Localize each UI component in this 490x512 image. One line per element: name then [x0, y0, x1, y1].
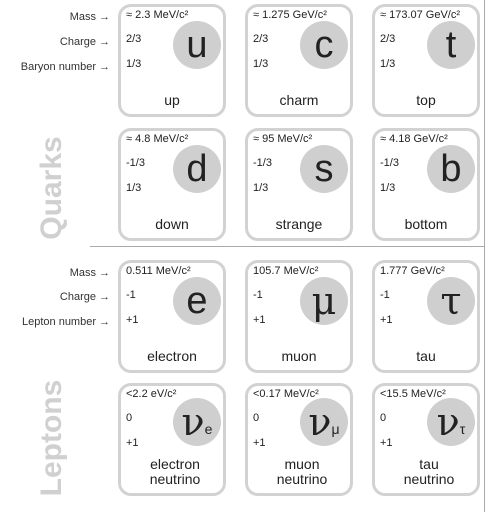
particle-name: bottom [404, 216, 448, 232]
mass-value: ≈ 4.8 MeV/c² [126, 133, 189, 145]
baryon-number-value: 1/3 [126, 182, 142, 194]
mass-value: <15.5 MeV/c² [380, 388, 446, 400]
particle-name: strange [275, 216, 323, 232]
quark-baryon-number-label: Baryon number → [20, 61, 110, 73]
charge-value: -1/3 [253, 157, 272, 169]
arrow-icon: → [99, 11, 110, 23]
baryon-number-value: 1/3 [380, 182, 396, 194]
arrow-icon: → [99, 267, 110, 279]
quark-card-charm: ≈ 1.275 GeV/c² 2/3 1/3 c charm [245, 4, 353, 117]
lepton-number-value: +1 [380, 437, 393, 449]
particle-name: electron [147, 348, 197, 364]
arrow-icon: → [99, 291, 110, 303]
lepton-number-value: +1 [126, 437, 139, 449]
mass-value: 105.7 MeV/c² [253, 265, 319, 277]
charge-value: 2/3 [126, 33, 142, 45]
particle-symbol: b [427, 145, 475, 193]
baryon-number-value: 1/3 [253, 182, 269, 194]
quark-card-strange: ≈ 95 MeV/c² -1/3 1/3 s strange [245, 128, 353, 241]
charge-value: 2/3 [380, 33, 396, 45]
particle-name: up [164, 92, 180, 108]
charge-value: 0 [380, 412, 387, 424]
particle-name: tau [416, 348, 436, 364]
lepton-card-tau: 1.777 GeV/c² -1 +1 τ tau [372, 260, 480, 373]
quarks-group-label: Quarks [35, 136, 68, 240]
lepton-charge-label: Charge → [59, 291, 110, 303]
mass-value: ≈ 173.07 GeV/c² [380, 9, 461, 21]
quark-mass-label: Mass → [69, 11, 110, 23]
arrow-icon: → [99, 61, 110, 73]
lepton-mass-label: Mass → [69, 267, 110, 279]
mass-value: <2.2 eV/c² [126, 388, 177, 400]
leptons-group-label: Leptons [35, 379, 68, 497]
lepton-number-value: +1 [126, 314, 139, 326]
charge-value: 0 [126, 412, 133, 424]
right-border-line [484, 0, 485, 512]
baryon-number-value: 1/3 [253, 58, 269, 70]
lepton-card-electron: 0.511 MeV/c² -1 +1 e electron [118, 260, 226, 373]
baryon-number-value: 1/3 [126, 58, 142, 70]
mass-value: ≈ 95 MeV/c² [253, 133, 313, 145]
quark-card-top: ≈ 173.07 GeV/c² 2/3 1/3 t top [372, 4, 480, 117]
charge-value: -1 [380, 289, 390, 301]
mass-value: 0.511 MeV/c² [126, 265, 191, 277]
particle-name: muon [281, 348, 317, 364]
quark-card-up: ≈ 2.3 MeV/c² 2/3 1/3 u up [118, 4, 226, 117]
charge-value: -1/3 [126, 157, 145, 169]
mass-value: 1.777 GeV/c² [380, 265, 445, 277]
mass-value: ≈ 1.275 GeV/c² [253, 9, 327, 21]
lepton-card-muon: 105.7 MeV/c² -1 +1 μ muon [245, 260, 353, 373]
lepton-number-value: +1 [253, 314, 266, 326]
particle-symbol: s [300, 145, 348, 193]
particle-name: down [155, 216, 189, 232]
quark-card-bottom: ≈ 4.18 GeV/c² -1/3 1/3 b bottom [372, 128, 480, 241]
baryon-number-value: 1/3 [380, 58, 396, 70]
particle-name: top [416, 92, 436, 108]
quark-charge-label: Charge → [59, 36, 110, 48]
particle-symbol: τ [427, 277, 475, 325]
particle-name: tau neutrino [403, 456, 455, 487]
lepton-number-value: +1 [253, 437, 266, 449]
charge-value: 0 [253, 412, 260, 424]
particle-name: electron neutrino [149, 456, 201, 487]
lepton-number-label: Lepton number → [22, 316, 110, 328]
particle-symbol: μ [300, 277, 348, 325]
particle-symbol: d [173, 145, 221, 193]
arrow-icon: → [99, 316, 110, 328]
charge-value: -1/3 [380, 157, 399, 169]
particle-name: charm [279, 92, 319, 108]
particle-name: muon neutrino [276, 456, 328, 487]
arrow-icon: → [99, 36, 110, 48]
particle-symbol: u [173, 21, 221, 69]
quark-card-down: ≈ 4.8 MeV/c² -1/3 1/3 d down [118, 128, 226, 241]
charge-value: 2/3 [253, 33, 269, 45]
particle-symbol: e [173, 277, 221, 325]
particle-symbol: c [300, 21, 348, 69]
charge-value: -1 [126, 289, 136, 301]
group-divider [90, 246, 485, 247]
mass-value: <0.17 MeV/c² [253, 388, 319, 400]
lepton-number-value: +1 [380, 314, 393, 326]
particle-symbol: t [427, 21, 475, 69]
charge-value: -1 [253, 289, 263, 301]
mass-value: ≈ 2.3 MeV/c² [126, 9, 189, 21]
mass-value: ≈ 4.18 GeV/c² [380, 133, 448, 145]
